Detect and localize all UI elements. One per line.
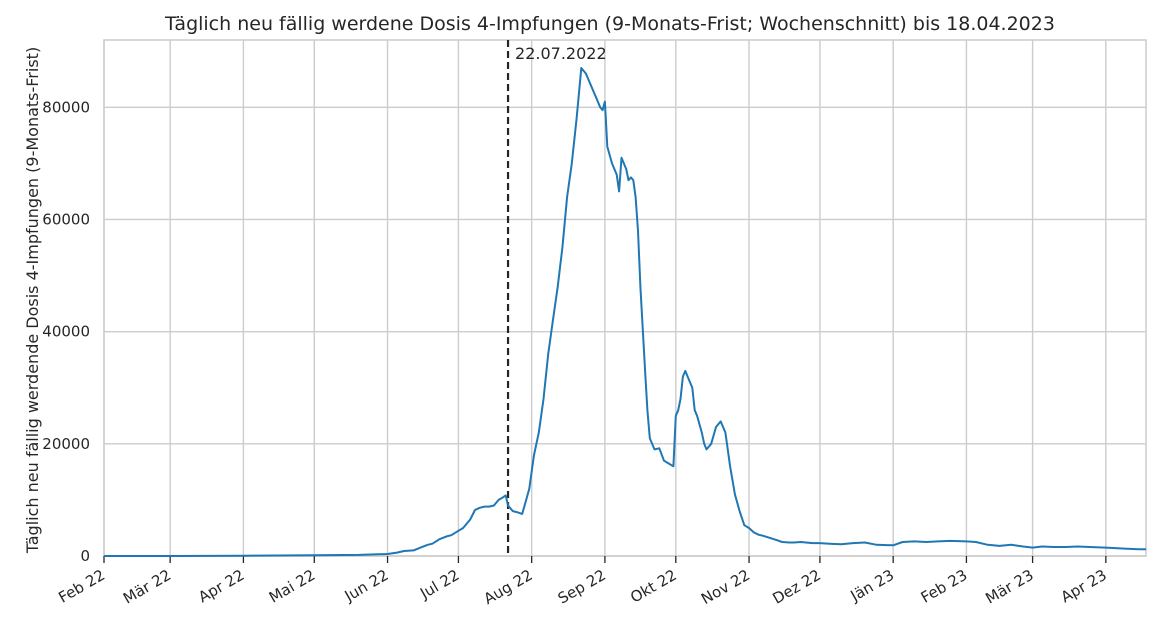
annotation-group: 22.07.2022: [506, 40, 607, 556]
y-tick-label: 60000: [42, 210, 90, 228]
grid-lines: [103, 40, 1146, 557]
chart-title: Täglich neu fällig werdene Dosis 4-Impfu…: [164, 13, 1055, 35]
y-tick-label: 80000: [42, 98, 90, 116]
y-axis-label: Täglich neu fällig werdende Dosis 4-Impf…: [23, 47, 42, 554]
y-axis: 0 20000 40000 60000 80000: [42, 98, 90, 565]
y-tick-label: 0: [80, 547, 90, 565]
series-group: [104, 67, 1146, 557]
annotation-label: 22.07.2022: [515, 44, 607, 63]
y-tick-label: 40000: [42, 323, 90, 341]
series-line: [104, 67, 1146, 557]
y-tick-label: 20000: [42, 435, 90, 453]
plot-frame: [103, 39, 1147, 557]
plot-border: [103, 39, 1147, 557]
